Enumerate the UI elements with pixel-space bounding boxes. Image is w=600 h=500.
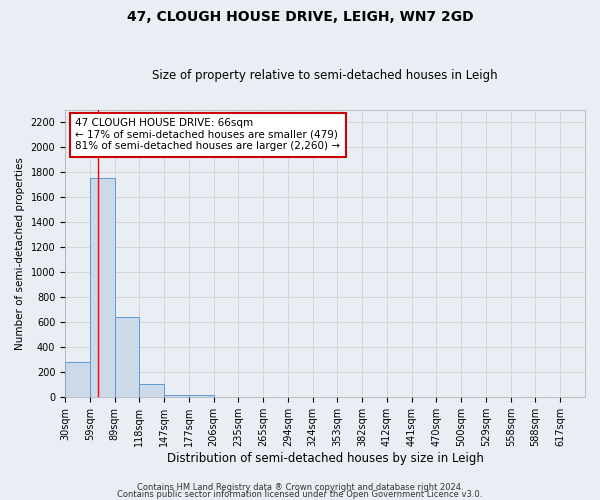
Bar — [90, 178, 115, 398]
Bar — [189, 396, 214, 398]
Y-axis label: Number of semi-detached properties: Number of semi-detached properties — [15, 157, 25, 350]
Text: Contains public sector information licensed under the Open Government Licence v3: Contains public sector information licen… — [118, 490, 482, 499]
Text: 47, CLOUGH HOUSE DRIVE, LEIGH, WN7 2GD: 47, CLOUGH HOUSE DRIVE, LEIGH, WN7 2GD — [127, 10, 473, 24]
X-axis label: Distribution of semi-detached houses by size in Leigh: Distribution of semi-detached houses by … — [167, 452, 484, 465]
Text: 47 CLOUGH HOUSE DRIVE: 66sqm
← 17% of semi-detached houses are smaller (479)
81%: 47 CLOUGH HOUSE DRIVE: 66sqm ← 17% of se… — [76, 118, 340, 152]
Bar — [115, 318, 139, 398]
Title: Size of property relative to semi-detached houses in Leigh: Size of property relative to semi-detach… — [152, 69, 498, 82]
Bar — [139, 384, 164, 398]
Bar — [65, 362, 90, 398]
Bar — [164, 395, 189, 398]
Text: Contains HM Land Registry data ® Crown copyright and database right 2024.: Contains HM Land Registry data ® Crown c… — [137, 484, 463, 492]
